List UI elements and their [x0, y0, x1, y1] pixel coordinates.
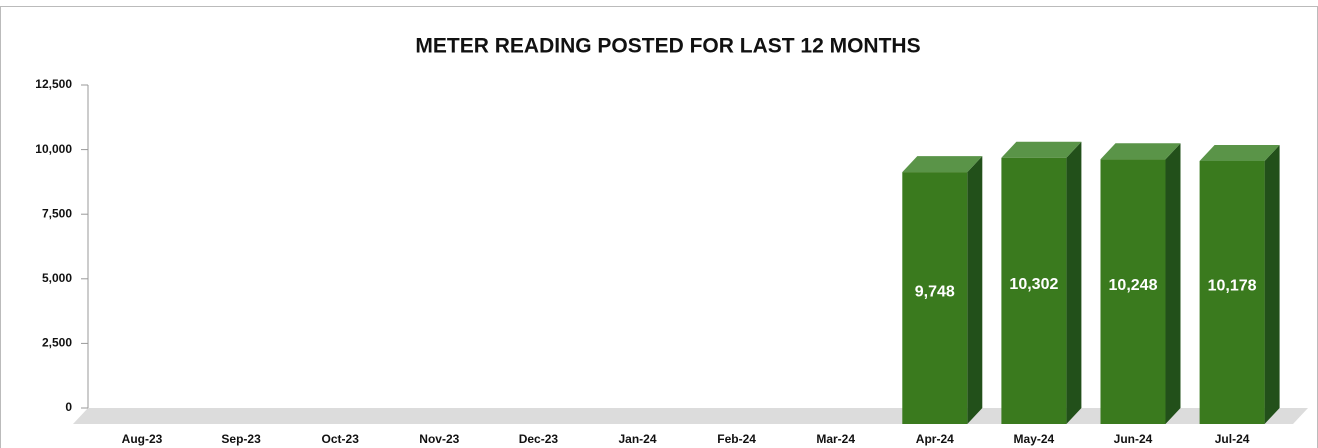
- bar-top: [902, 156, 983, 173]
- bar-side: [1264, 145, 1280, 424]
- x-tick-label: Oct-23: [322, 432, 360, 446]
- floor: [73, 408, 1308, 424]
- x-tick-label: Nov-23: [419, 432, 459, 446]
- x-tick-label: Jul-24: [1215, 432, 1250, 446]
- x-tick-label: Sep-23: [221, 432, 261, 446]
- value-label: 9,748: [915, 283, 955, 300]
- bar: [902, 156, 983, 424]
- x-tick-label: Apr-24: [916, 432, 954, 446]
- x-tick-label: Feb-24: [717, 432, 756, 446]
- value-label: 10,302: [1009, 276, 1058, 293]
- bar-side: [1165, 143, 1181, 424]
- y-tick-label: 10,000: [35, 142, 72, 156]
- bar-front: [902, 172, 968, 424]
- y-tick-label: 7,500: [42, 206, 72, 220]
- bar-side: [1066, 141, 1082, 424]
- x-tick-label: Aug-23: [122, 432, 163, 446]
- bar-side: [967, 156, 983, 424]
- x-tick-label: May-24: [1014, 432, 1055, 446]
- y-tick-label: 2,500: [42, 336, 72, 350]
- x-tick-label: Jan-24: [618, 432, 656, 446]
- x-tick-label: Mar-24: [816, 432, 855, 446]
- y-tick-label: 12,500: [35, 77, 72, 91]
- bar-top: [1001, 141, 1082, 158]
- y-tick-label: 5,000: [42, 271, 72, 285]
- chart-title: METER READING POSTED FOR LAST 12 MONTHS: [415, 35, 920, 58]
- bar-front: [1199, 161, 1265, 424]
- bar-top: [1100, 143, 1181, 160]
- bar: [1001, 141, 1082, 424]
- x-tick-label: Dec-23: [519, 432, 559, 446]
- y-tick-label: 0: [65, 400, 72, 414]
- bar-top: [1199, 145, 1280, 162]
- value-label: 10,248: [1109, 277, 1158, 294]
- value-label: 10,178: [1208, 278, 1257, 295]
- x-tick-label: Jun-24: [1114, 432, 1153, 446]
- bar-front: [1100, 159, 1166, 424]
- bar: [1100, 143, 1181, 424]
- bar-front: [1001, 157, 1067, 424]
- bar: [1199, 145, 1280, 424]
